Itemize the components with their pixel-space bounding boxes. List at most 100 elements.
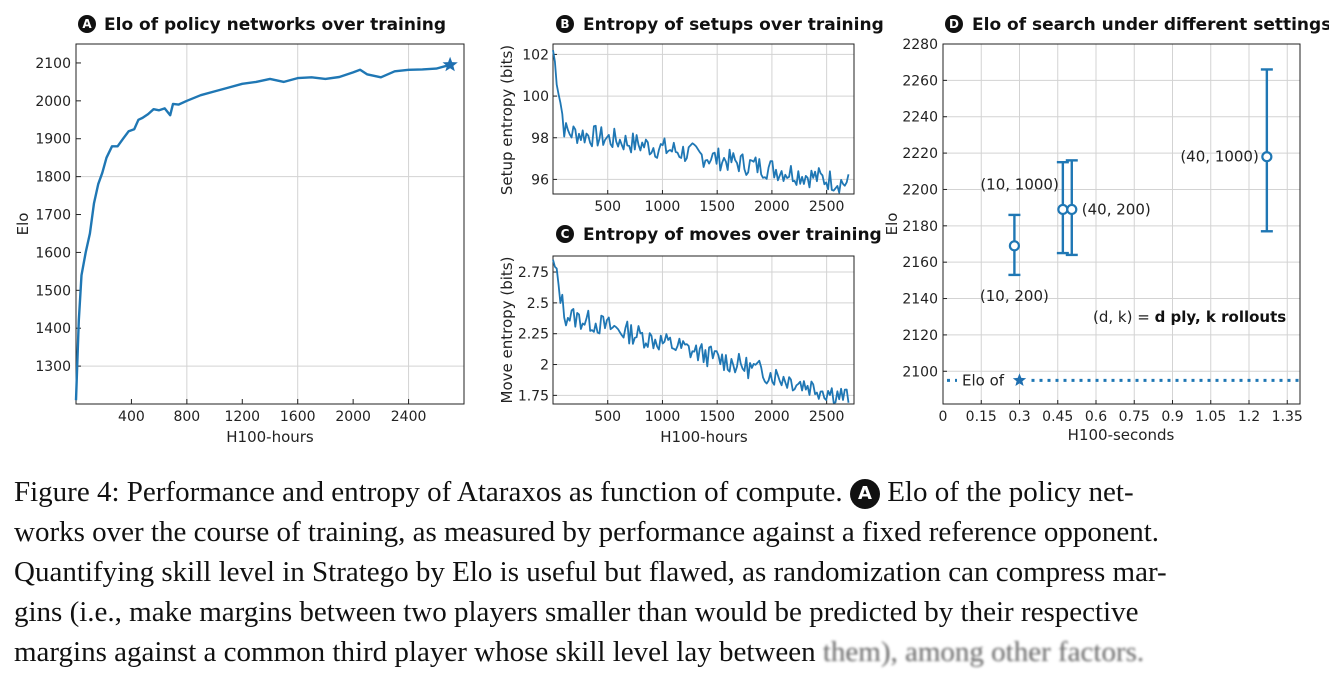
panel-a-ytick-label: 1300	[35, 359, 71, 375]
panel-d: D Elo of search under different settings…	[883, 15, 1329, 444]
panel-b-ytick-label: 100	[522, 89, 549, 105]
panel-c-frame	[552, 255, 855, 405]
panel-d-ytick-label: 2260	[902, 73, 938, 89]
panel-a-ytick-label: 2000	[35, 94, 71, 110]
panel-a-series-line	[74, 63, 451, 401]
panel-a-xtick-label: 2000	[335, 409, 371, 425]
panel-d-ytick-label: 2180	[902, 219, 938, 235]
panel-d-point-label: (40, 1000)	[1180, 148, 1259, 166]
panel-d-point	[1066, 203, 1078, 216]
panel-d-badge-letter: D	[949, 17, 959, 31]
panel-d-xtick-label: 0.9	[1161, 409, 1183, 425]
panel-c-ytick-label: 2.5	[527, 296, 549, 312]
panel-d-legend-prefix: (d, k) =	[1093, 308, 1155, 326]
panel-b-ytick-label: 98	[531, 131, 549, 147]
panel-d-point	[1261, 151, 1273, 163]
caption-line-1: Figure 4: Performance and entropy of Ata…	[14, 472, 1314, 512]
panel-b: B Entropy of setups over training 500 100…	[498, 15, 884, 215]
panel-d-point-label: (10, 1000)	[980, 175, 1059, 193]
panel-c-ytick-label: 1.75	[518, 388, 549, 404]
panel-d-point-label: (40, 200)	[1082, 200, 1151, 218]
panel-c-series-line	[552, 259, 850, 404]
panel-d-badge	[945, 15, 963, 33]
caption-line-1-pre: Figure 4: Performance and entropy of Ata…	[14, 476, 843, 508]
panel-d-xtick-label: 1.35	[1272, 409, 1303, 425]
panel-c-ytick-label: 2.25	[518, 327, 549, 343]
panel-c-title: Entropy of moves over training	[583, 225, 882, 245]
panel-c-xtick-label: 2500	[809, 409, 845, 425]
panel-c-xtick-label: 500	[594, 409, 621, 425]
panel-b-ylabel: Setup entropy (bits)	[498, 45, 516, 195]
panel-d-point-label: (10, 200)	[980, 287, 1049, 305]
panel-d-xtick-label: 1.2	[1238, 409, 1260, 425]
panel-c-xtick-label: 1500	[699, 409, 735, 425]
panel-d-legend-note: (d, k) = d ply, k rollouts	[1093, 308, 1286, 326]
panel-c-ylabel: Move entropy (bits)	[498, 257, 516, 404]
panel-a-xtick-label: 1600	[280, 409, 316, 425]
panel-a-badge	[78, 15, 96, 33]
panel-c-xtick-label: 1000	[645, 409, 681, 425]
panel-a-endpoint-star	[442, 56, 458, 72]
panel-b-xtick-label: 2500	[809, 199, 845, 215]
panel-b-series-line	[552, 50, 850, 194]
panel-d-ylabel: Elo	[883, 213, 901, 236]
panel-b-badge-letter: B	[560, 17, 569, 31]
panel-d-xtick-label: 1.05	[1195, 409, 1226, 425]
panel-d-ytick-label: 2100	[902, 364, 938, 380]
panel-d-ytick-label: 2220	[902, 146, 938, 162]
panel-d-xtick-label: 0.3	[1008, 409, 1030, 425]
caption-line-3: Quantifying skill level in Stratego by E…	[14, 556, 1167, 588]
panel-c-xtick-label: 2000	[754, 409, 790, 425]
panel-d-reference-label: Elo of	[962, 371, 1005, 389]
panel-d-legend-bold: d ply, k rollouts	[1155, 308, 1287, 326]
panel-c-ytick-label: 2.75	[518, 265, 549, 281]
panel-b-xtick-label: 1000	[645, 199, 681, 215]
panel-b-xtick-label: 2000	[754, 199, 790, 215]
panel-a-ytick-label: 1800	[35, 170, 71, 186]
panel-c-badge-letter: C	[561, 227, 570, 241]
panel-d-reference-star	[1012, 373, 1027, 386]
panel-d-ytick-label: 2160	[902, 255, 938, 271]
panel-c-xlabel: H100-hours	[660, 428, 748, 446]
panel-b-frame	[552, 43, 855, 195]
panel-a-ytick-label: 1500	[35, 283, 71, 299]
panel-d-xtick-label: 0.45	[1042, 409, 1073, 425]
panel-d-xlabel: H100-seconds	[1068, 426, 1175, 444]
panel-d-ytick-label: 2280	[902, 37, 938, 53]
panel-a-xlabel: H100-hours	[226, 428, 314, 446]
panel-d-point	[1057, 203, 1069, 216]
panel-d-ytick-label: 2240	[902, 110, 938, 126]
caption-line-2: works over the course of training, as me…	[14, 516, 1160, 548]
panel-a-ytick-label: 1600	[35, 245, 71, 261]
panel-a-badge-letter: A	[82, 17, 92, 31]
caption-line-4: gins (i.e., make margins between two pla…	[14, 596, 1139, 628]
panel-a-frame	[75, 43, 465, 405]
panel-a-xtick-label: 1200	[224, 409, 260, 425]
panel-a-xtick-label: 800	[173, 409, 200, 425]
caption-line-5-blurred: them), among other factors.	[822, 636, 1145, 668]
panel-d-xtick-label: 0.75	[1119, 409, 1150, 425]
panel-a-xtick-label: 2400	[391, 409, 427, 425]
panel-a-ylabel: Elo	[14, 213, 32, 236]
panel-b-xtick-label: 500	[594, 199, 621, 215]
panel-a-ytick-label: 1700	[35, 208, 71, 224]
caption-line-1-post: Elo of the policy net-	[887, 476, 1134, 508]
panel-d-frame	[942, 43, 1301, 405]
panel-a-ytick-label: 2100	[35, 56, 71, 72]
panel-d-xtick-label: 0.15	[966, 409, 997, 425]
figure-4: A Elo of policy networks over training 4…	[14, 15, 1329, 446]
panel-b-badge	[556, 15, 574, 33]
panel-d-xtick-label: 0	[939, 409, 948, 425]
caption-line-5: margins against a common third player wh…	[14, 632, 1314, 672]
panel-d-ytick-label: 2120	[902, 328, 938, 344]
panel-c-ytick-label: 2	[540, 358, 549, 374]
panel-d-ytick-label: 2140	[902, 292, 938, 308]
panel-d-point	[1008, 240, 1021, 252]
panel-b-xtick-label: 1500	[699, 199, 735, 215]
panel-d-ytick-label: 2200	[902, 182, 938, 198]
panel-b-ytick-label: 96	[531, 172, 549, 188]
panel-c: C Entropy of moves over training 500 1000…	[498, 225, 882, 446]
panel-b-ytick-label: 102	[522, 47, 549, 63]
panel-a: A Elo of policy networks over training 4…	[14, 15, 465, 446]
panel-a-ytick-label: 1900	[35, 132, 71, 148]
